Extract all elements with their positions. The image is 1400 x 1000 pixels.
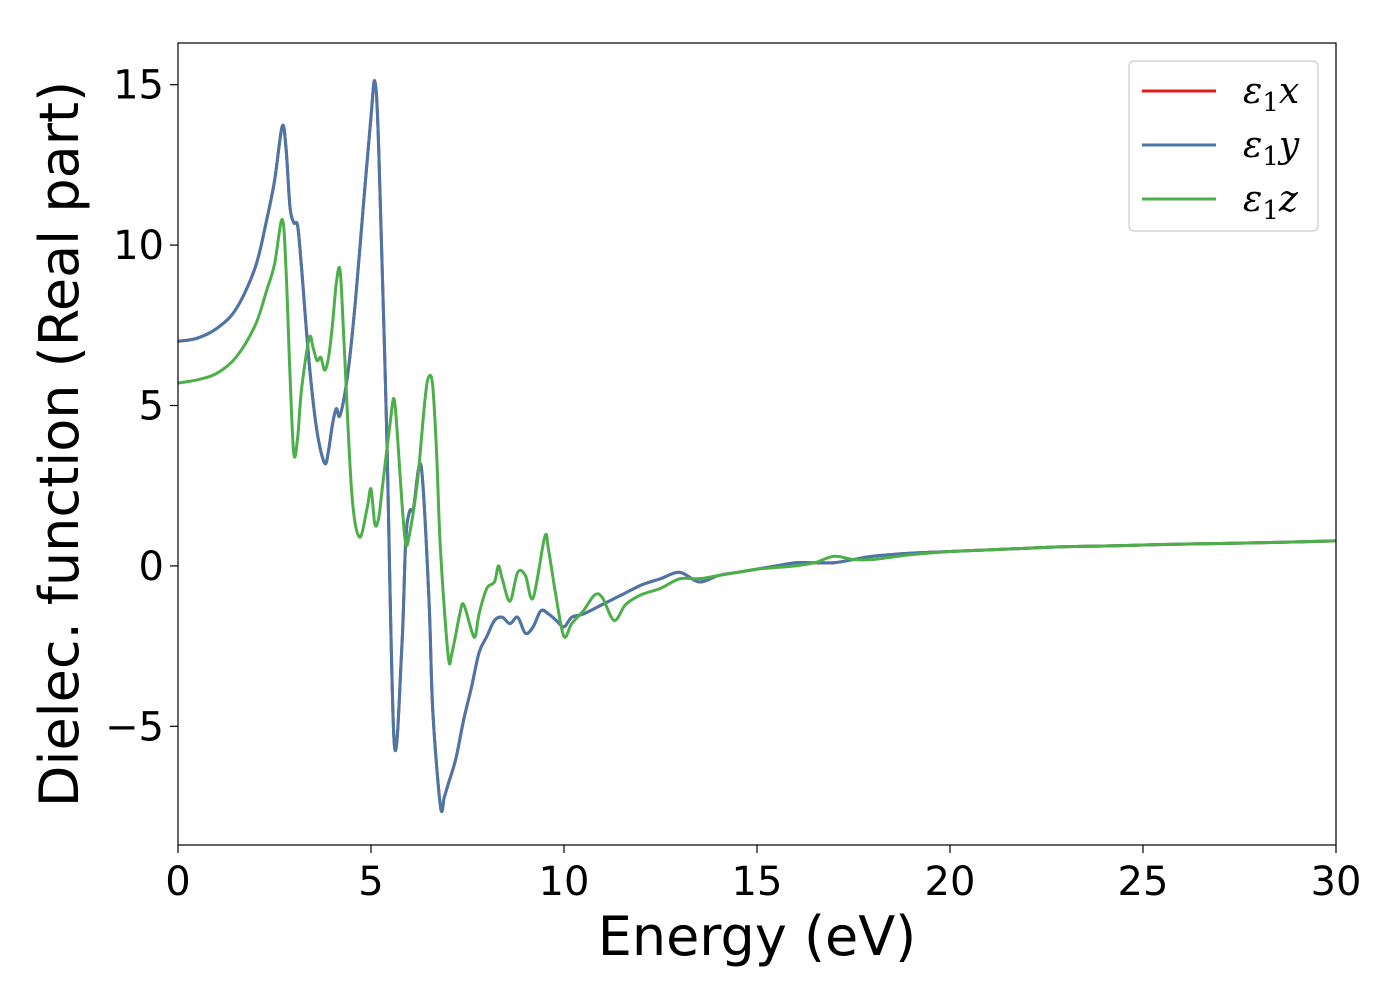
legend-subscript: 1 [1262,142,1279,172]
legend-epsilon: ε [1243,71,1262,112]
x-tick-label: 10 [539,859,590,905]
x-tick-label: 20 [925,859,976,905]
y-axis-title: Dielec. function (Real part) [28,81,91,807]
legend-subscript: 1 [1262,196,1279,226]
y-axis-ticks: −5 0 5 10 15 [105,63,178,750]
legend-epsilon: ε [1243,125,1262,166]
y-tick-label: 10 [113,223,164,269]
x-tick-label: 0 [165,859,190,905]
legend-component: z [1278,179,1299,220]
series-line-2 [177,79,1337,814]
series-line-3 [177,217,1337,666]
x-axis-ticks: 0 5 10 15 20 25 30 [165,845,1361,905]
legend-subscript: 1 [1262,88,1279,118]
legend-component: y [1277,125,1300,166]
legend-label: ε1z [1243,179,1299,226]
x-tick-label: 5 [358,859,383,905]
legend-component: x [1279,71,1299,112]
y-tick-label: 0 [139,544,164,590]
legend-box [1128,60,1319,232]
x-tick-label: 25 [1118,859,1169,905]
y-tick-label: 15 [113,63,164,109]
legend-epsilon: ε [1243,179,1262,220]
series-layer [177,79,1337,814]
x-axis-title: Energy (eV) [598,905,917,968]
x-tick-label: 30 [1311,859,1362,905]
x-tick-label: 15 [732,859,783,905]
y-tick-label: 5 [139,384,164,430]
legend-label: ε1y [1243,125,1300,172]
legend-label: ε1x [1243,71,1299,118]
y-tick-label: −5 [105,704,164,750]
